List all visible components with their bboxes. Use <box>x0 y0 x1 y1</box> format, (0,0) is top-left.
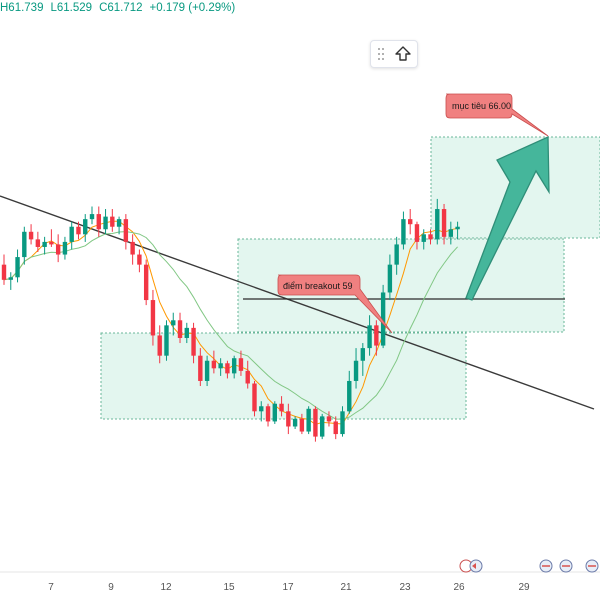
candle <box>28 224 34 245</box>
target-arrow-icon[interactable] <box>465 136 550 301</box>
time-axis-tick-label: 12 <box>160 582 172 593</box>
candle <box>22 226 27 265</box>
candle <box>455 221 460 240</box>
event-flag-icon[interactable] <box>539 559 553 573</box>
breakout-callout-label: điểm breakout 59 <box>283 281 353 291</box>
event-flag-icon[interactable] <box>585 559 599 573</box>
candle <box>76 221 81 240</box>
candle <box>333 416 338 440</box>
arrow-up-icon[interactable] <box>393 44 413 64</box>
candle <box>15 249 20 283</box>
candle <box>157 325 162 364</box>
candle <box>360 343 366 376</box>
time-axis-tick-label: 7 <box>48 582 54 593</box>
candle <box>265 403 271 427</box>
ohlc-low: L61.529 <box>50 2 93 14</box>
candle <box>8 272 13 290</box>
ohlc-readout: H61.739 L61.529 C61.712 +0.179 (+0.29%) <box>0 2 242 14</box>
candle <box>306 406 311 435</box>
candle <box>184 322 189 344</box>
candle <box>435 198 440 245</box>
ohlc-close: C61.712 <box>99 2 143 14</box>
candle <box>62 236 68 260</box>
candle <box>103 209 108 235</box>
candle <box>374 320 379 356</box>
drag-handle-icon[interactable] <box>377 47 385 61</box>
candle <box>55 234 61 263</box>
candle <box>171 312 176 336</box>
candle <box>319 413 325 440</box>
time-axis-tick-label: 15 <box>223 582 235 593</box>
ohlc-change: +0.179 (+0.29%) <box>149 2 236 14</box>
candle <box>252 380 257 417</box>
candle <box>1 254 7 285</box>
target-callout-label: mục tiêu 66.00 <box>452 101 511 111</box>
candle <box>272 401 277 424</box>
candle <box>204 355 210 387</box>
candle <box>286 403 291 435</box>
candle <box>231 355 237 379</box>
time-axis-tick-label: 21 <box>340 582 352 593</box>
candle <box>143 259 149 306</box>
candle <box>198 348 203 387</box>
time-axis-tick-label: 23 <box>399 582 411 593</box>
event-flag-icon[interactable] <box>559 559 573 573</box>
candle <box>414 221 420 250</box>
ohlc-high: H61.739 <box>0 2 44 14</box>
candle <box>123 214 129 250</box>
candle <box>238 350 244 376</box>
candle <box>367 315 372 356</box>
candle <box>292 416 298 430</box>
breakout-callout[interactable] <box>277 274 393 334</box>
candle <box>340 406 345 437</box>
candle <box>421 229 426 250</box>
candle <box>408 209 413 235</box>
candle <box>448 221 454 245</box>
candle <box>137 249 142 273</box>
candle <box>83 214 88 242</box>
candle <box>441 203 447 245</box>
moving-average-line <box>3 231 458 420</box>
candle <box>130 234 135 265</box>
candle <box>164 320 169 361</box>
drawing-toolbar[interactable] <box>370 40 418 68</box>
candle <box>150 289 156 346</box>
candle <box>245 360 250 389</box>
time-axis-tick-label: 26 <box>453 582 465 593</box>
candle <box>191 322 196 364</box>
candle <box>387 254 393 301</box>
candle <box>313 406 318 442</box>
candle <box>218 358 223 376</box>
candle <box>69 221 74 250</box>
candle <box>35 231 41 253</box>
candle <box>279 396 284 417</box>
candle <box>225 360 230 379</box>
candle <box>299 413 305 435</box>
candle <box>96 206 101 237</box>
candle <box>380 284 386 349</box>
candle <box>116 216 122 235</box>
candle <box>428 229 433 245</box>
candle <box>49 229 54 247</box>
candle <box>177 312 183 344</box>
time-axis-tick-label: 9 <box>108 582 114 593</box>
candle <box>394 236 399 275</box>
candle <box>110 209 115 232</box>
candle <box>401 211 406 250</box>
candle <box>347 370 352 414</box>
target-callout[interactable] <box>445 93 549 137</box>
candle <box>89 206 95 225</box>
candles <box>1 198 460 442</box>
candle <box>353 348 359 389</box>
candle <box>259 401 264 422</box>
time-axis-tick-label: 29 <box>518 582 530 593</box>
candle <box>326 411 332 427</box>
event-flag-icon[interactable] <box>459 559 483 573</box>
candle <box>42 236 47 255</box>
time-axis-tick-label: 17 <box>282 582 294 593</box>
candle <box>211 350 217 374</box>
time-axis-labels: 7 9 12 15 17 21 23 26 29 <box>48 582 530 593</box>
